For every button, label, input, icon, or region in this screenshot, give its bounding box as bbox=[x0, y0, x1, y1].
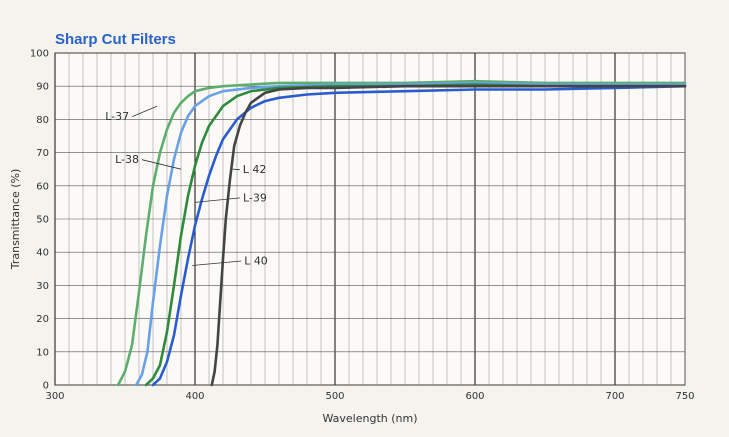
y-axis-label: Transmittance (%) bbox=[9, 169, 22, 271]
y-tick-label: 50 bbox=[36, 215, 49, 226]
y-tick-label: 0 bbox=[43, 381, 49, 392]
series-line-l-38 bbox=[134, 81, 687, 387]
tick-labels: 0 10 20 30 40 50 60 70 80 90 100 300 400 500 600 700 750 bbox=[30, 49, 695, 403]
x-tick-label: 500 bbox=[325, 391, 344, 402]
y-tick-label: 60 bbox=[36, 181, 49, 192]
y-tick-label: 20 bbox=[36, 314, 49, 325]
series-layer bbox=[116, 79, 687, 387]
x-tick-label: 300 bbox=[45, 391, 64, 402]
y-tick-label: 90 bbox=[36, 82, 49, 93]
series-label: L 40 bbox=[244, 254, 268, 267]
annotation-leader bbox=[132, 105, 158, 117]
series-label: L-38 bbox=[115, 153, 139, 166]
series-line-l-37 bbox=[116, 79, 687, 387]
annotation-leader bbox=[232, 168, 240, 171]
annotation-layer: L-37 L-38 L 42 L-39 L 40 bbox=[105, 105, 268, 267]
series-label: L 42 bbox=[243, 163, 267, 176]
y-tick-label: 40 bbox=[36, 248, 49, 259]
annotation-leader bbox=[192, 260, 242, 266]
grid-lines bbox=[54, 52, 686, 386]
x-tick-label: 600 bbox=[465, 391, 484, 402]
y-tick-label: 30 bbox=[36, 281, 49, 292]
x-axis-label: Wavelength (nm) bbox=[322, 412, 417, 425]
y-tick-label: 100 bbox=[30, 49, 49, 60]
series-line-l-39 bbox=[144, 83, 687, 387]
y-tick-label: 10 bbox=[36, 347, 49, 358]
chart-title: Sharp Cut Filters bbox=[55, 31, 176, 48]
series-line-l-42 bbox=[210, 84, 687, 387]
y-tick-label: 70 bbox=[36, 148, 49, 159]
series-line-l-40 bbox=[151, 84, 687, 387]
annotation-leader bbox=[194, 197, 241, 203]
x-tick-label: 700 bbox=[605, 391, 624, 402]
y-tick-label: 80 bbox=[36, 115, 49, 126]
x-tick-label: 400 bbox=[185, 391, 204, 402]
annotation-leader bbox=[141, 159, 182, 170]
series-label: L-39 bbox=[243, 191, 267, 204]
series-label: L-37 bbox=[105, 110, 129, 123]
x-tick-label: 750 bbox=[675, 391, 694, 402]
